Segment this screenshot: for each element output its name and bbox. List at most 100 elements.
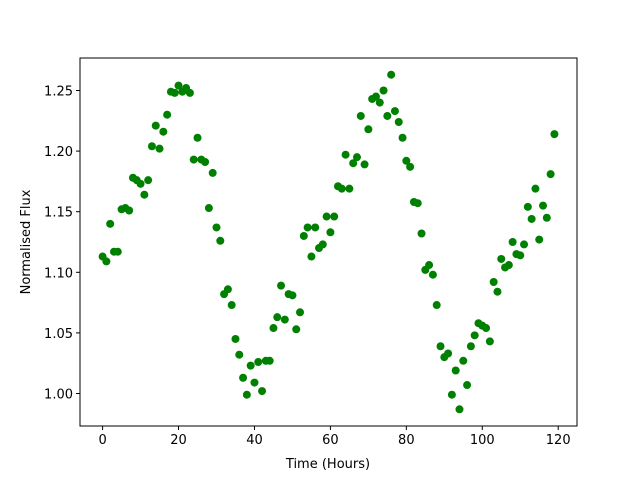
point [436,342,445,351]
point [337,184,346,193]
x-tick-label: 120 [546,433,571,448]
point [341,150,350,159]
point [246,361,255,370]
point [288,291,297,300]
point [417,229,426,238]
point [508,238,517,246]
point [170,88,179,97]
point [303,223,312,232]
point [235,350,244,359]
point [444,349,453,358]
y-tick-label: 1.10 [44,266,73,281]
point [151,121,160,130]
point [406,162,415,171]
point [231,334,240,343]
point [394,118,403,126]
point [155,144,164,153]
point [239,373,248,382]
point [356,111,365,120]
point [280,315,289,324]
point [550,130,559,139]
point [432,301,441,310]
point [273,313,282,322]
x-axis-label: Time (Hours) [285,457,370,472]
point [269,324,278,333]
point [546,170,555,179]
point [258,387,267,396]
point [531,184,540,193]
point [204,204,213,213]
point [402,156,411,165]
point [493,287,502,296]
point [489,278,498,286]
point [539,201,548,210]
point [185,88,194,97]
point [349,159,358,168]
point [364,125,373,134]
x-tick-label: 100 [470,433,495,448]
point [299,231,308,240]
point [520,240,529,249]
point [163,110,172,119]
point [208,168,217,177]
point [455,405,464,414]
point [447,390,456,399]
point [147,142,156,151]
point [497,254,506,263]
point [318,240,327,249]
point [102,257,111,266]
point [516,251,525,260]
point [482,324,491,333]
plot-frame [79,57,578,427]
point [216,236,225,245]
point [360,160,369,169]
point [311,223,320,232]
x-tick-label: 60 [322,433,339,448]
point [106,219,115,228]
point [390,107,399,116]
point [398,133,407,142]
point [113,247,122,256]
point [193,133,202,142]
point [125,206,134,215]
point [223,285,232,294]
point [523,202,532,211]
point [527,214,536,223]
point [485,337,494,346]
y-tick-label: 1.15 [44,206,73,221]
x-tick-label: 20 [170,433,187,448]
point [250,378,259,387]
point [542,213,551,222]
point [265,356,274,365]
point [425,261,434,270]
y-tick-label: 1.20 [44,145,73,160]
point [322,212,331,221]
point [383,111,392,120]
point [387,70,396,79]
point [466,342,475,351]
point [451,366,460,375]
point [212,223,221,232]
point [174,81,183,90]
point [254,358,263,366]
point [352,153,361,162]
point [159,127,168,136]
point [326,228,335,237]
point [296,308,305,317]
point [459,356,468,365]
point [227,301,236,310]
point [470,331,479,340]
point [463,381,472,390]
point [277,281,286,290]
y-axis-label: Normalised Flux [19,189,34,294]
point [189,155,198,164]
point [140,190,149,199]
point [242,390,251,399]
point [307,252,316,261]
point [330,212,339,221]
point [345,184,354,193]
point [379,86,388,95]
point [136,179,145,188]
y-tick-label: 1.25 [44,84,73,99]
